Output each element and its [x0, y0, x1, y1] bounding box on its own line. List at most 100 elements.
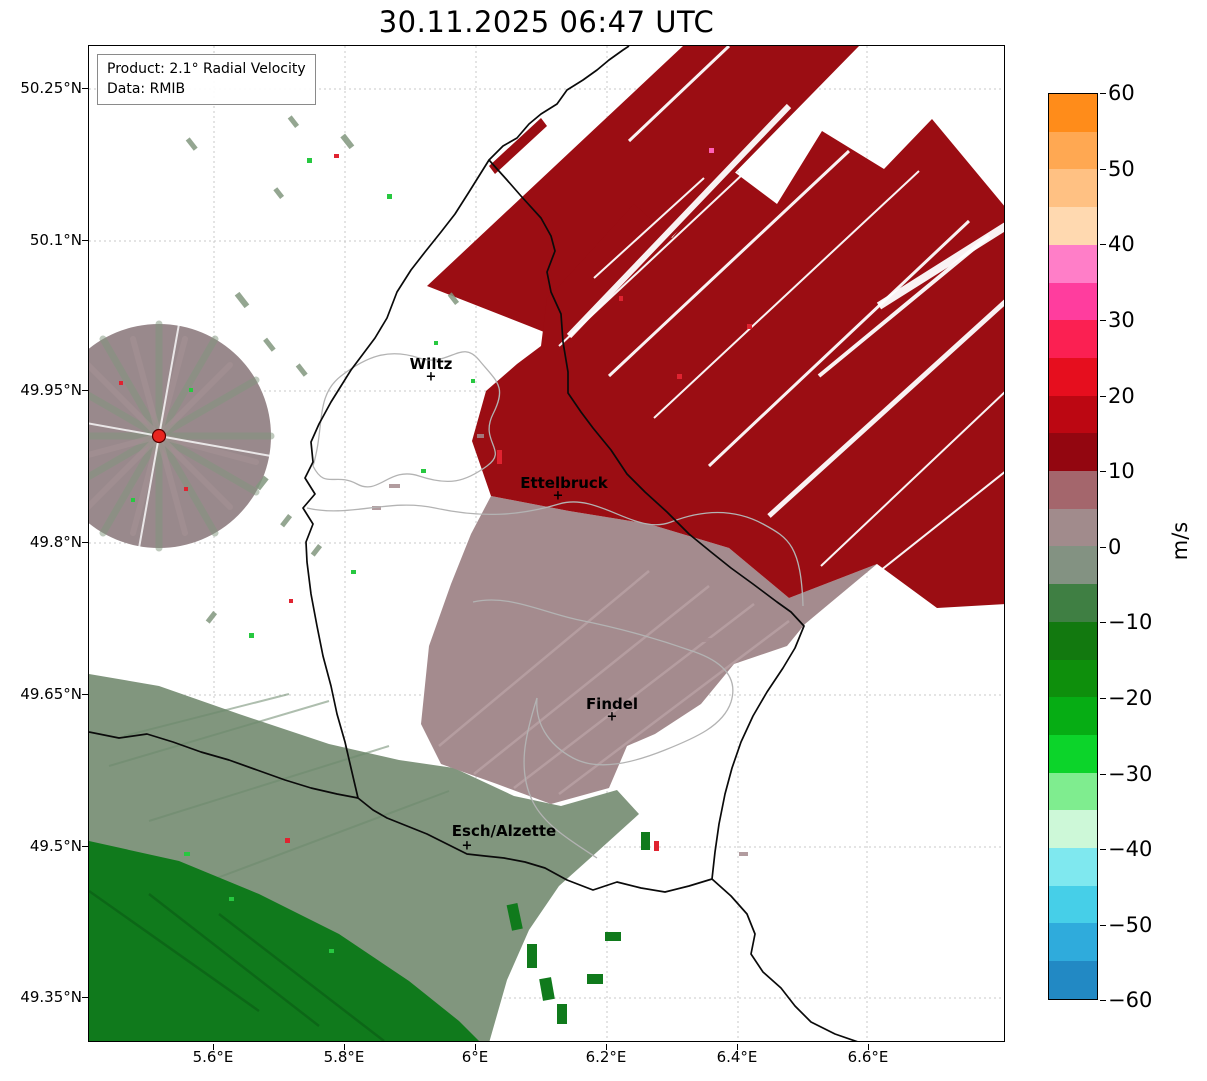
inbound-outlier-patches	[506, 832, 650, 1024]
colorbar-tick-label: 40	[1108, 232, 1135, 256]
colorbar-tick-label: −50	[1108, 913, 1153, 937]
x-tick-mark	[868, 1044, 869, 1050]
y-tick-label: 49.35°N	[20, 988, 82, 1006]
colorbar-band	[1049, 885, 1097, 924]
colorbar-tick-mark	[1100, 93, 1106, 94]
colorbar-band	[1049, 961, 1097, 999]
y-tick-mark	[82, 997, 88, 998]
colorbar-tick-mark	[1100, 547, 1106, 548]
x-tick-mark	[737, 1044, 738, 1050]
x-tick-label: 6.4°E	[716, 1048, 758, 1066]
map-plot-area: Product: 2.1° Radial Velocity Data: RMIB…	[88, 45, 1005, 1042]
radar-clutter-disc	[89, 320, 275, 552]
colorbar-tick-label: 0	[1108, 535, 1122, 559]
x-tick-label: 6°E	[461, 1048, 489, 1066]
city-marker-findel: +	[606, 709, 618, 725]
colorbar-tick-mark	[1100, 774, 1106, 775]
colorbar-tick-mark	[1100, 169, 1106, 170]
colorbar-unit-label: m/s	[1168, 521, 1192, 561]
colorbar-tick-label: −30	[1108, 762, 1153, 786]
colorbar-band	[1049, 207, 1097, 245]
colorbar-band	[1049, 395, 1097, 434]
y-tick-mark	[82, 240, 88, 241]
colorbar-band	[1049, 508, 1097, 547]
y-tick-mark	[82, 88, 88, 89]
colorbar-tick-label: −60	[1108, 988, 1153, 1012]
figure-title: 30.11.2025 06:47 UTC	[378, 5, 715, 39]
colorbar-tick-label: −10	[1108, 610, 1153, 634]
radial-gap-streaks	[558, 46, 1004, 587]
colorbar-band	[1049, 471, 1097, 509]
colorbar-bands	[1049, 94, 1097, 999]
city-label-findel: Findel	[585, 695, 639, 713]
city-label-ettelbruck: Ettelbruck	[520, 474, 608, 492]
colorbar-band	[1049, 659, 1097, 698]
colorbar-band	[1049, 433, 1097, 472]
colorbar-band	[1049, 94, 1097, 132]
inbound-velocity-region	[89, 674, 650, 1041]
x-tick-mark	[344, 1044, 345, 1050]
y-tick-mark	[82, 542, 88, 543]
colorbar-band	[1049, 848, 1097, 886]
colorbar-tick-mark	[1100, 849, 1106, 850]
colorbar-band	[1049, 734, 1097, 773]
colorbar-band	[1049, 244, 1097, 283]
colorbar-band	[1049, 584, 1097, 622]
belgium-germany-border	[488, 46, 630, 161]
y-tick-label: 49.95°N	[20, 381, 82, 399]
product-line: Product: 2.1° Radial Velocity	[107, 61, 306, 77]
country-borders	[89, 46, 858, 1041]
city-label-wiltz: Wiltz	[409, 355, 453, 373]
colorbar-tick-label: −40	[1108, 837, 1153, 861]
colorbar-tick-mark	[1100, 698, 1106, 699]
colorbar-tick-mark	[1100, 925, 1106, 926]
colorbar-band	[1049, 169, 1097, 208]
colorbar-tick-label: 30	[1108, 308, 1135, 332]
luxembourg-border	[302, 159, 805, 893]
colorbar-band	[1049, 546, 1097, 585]
city-marker-wiltz: +	[425, 369, 437, 385]
scattered-specks	[184, 115, 748, 953]
colorbar-band	[1049, 923, 1097, 962]
colorbar-tick-label: 60	[1108, 81, 1135, 105]
colorbar-band	[1049, 697, 1097, 735]
y-tick-label: 50.1°N	[29, 231, 82, 249]
colorbar-tick-mark	[1100, 396, 1106, 397]
colorbar-tick-mark	[1100, 622, 1106, 623]
colorbar-tick-label: −20	[1108, 686, 1153, 710]
colorbar-tick-label: 20	[1108, 384, 1135, 408]
data-source-line: Data: RMIB	[107, 81, 186, 98]
colorbar-tick-label: 50	[1108, 157, 1135, 181]
france-border-west	[89, 731, 359, 799]
colorbar-tick-mark	[1100, 1000, 1106, 1001]
city-label-esch-alzette: Esch/Alzette	[451, 822, 557, 840]
colorbar-tick-mark	[1100, 471, 1106, 472]
colorbar-band	[1049, 131, 1097, 170]
colorbar-band	[1049, 772, 1097, 811]
x-tick-label: 6.2°E	[585, 1048, 627, 1066]
product-info-box: Product: 2.1° Radial Velocity Data: RMIB	[97, 54, 316, 105]
pink-speck	[709, 148, 714, 153]
x-tick-mark	[213, 1044, 214, 1050]
y-tick-label: 49.65°N	[20, 685, 82, 703]
bright-red-specks	[497, 296, 752, 851]
x-tick-label: 5.6°E	[192, 1048, 234, 1066]
x-tick-label: 6.6°E	[847, 1048, 889, 1066]
colorbar-band	[1049, 357, 1097, 396]
y-tick-label: 49.8°N	[29, 533, 82, 551]
x-tick-mark	[475, 1044, 476, 1050]
colorbar-band	[1049, 621, 1097, 660]
colorbar-band	[1049, 810, 1097, 849]
y-tick-mark	[82, 390, 88, 391]
colorbar-band	[1049, 282, 1097, 321]
radar-site-dot	[151, 428, 167, 444]
city-marker-esch-alzette: +	[461, 838, 473, 854]
y-tick-mark	[82, 694, 88, 695]
y-tick-label: 50.25°N	[20, 79, 82, 97]
colorbar	[1048, 93, 1098, 1000]
france-germany-border	[711, 878, 858, 1041]
city-marker-ettelbruck: +	[552, 488, 564, 504]
outbound-velocity-region	[427, 46, 1004, 851]
colorbar-tick-mark	[1100, 320, 1106, 321]
y-tick-mark	[82, 846, 88, 847]
